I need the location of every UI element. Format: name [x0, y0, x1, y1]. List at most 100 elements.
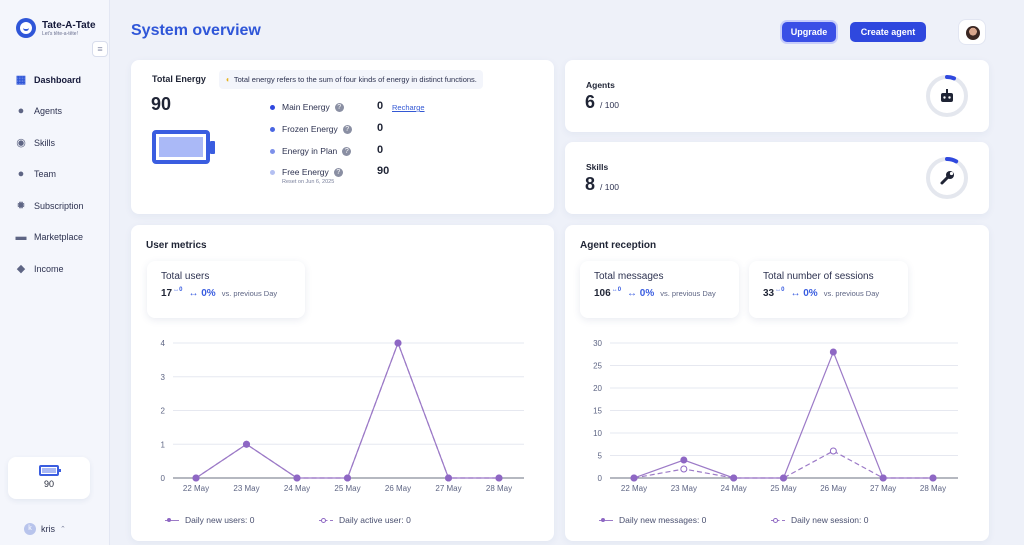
- x-tick-label: 27 May: [435, 484, 461, 493]
- user-icon: ●: [17, 105, 25, 118]
- legend-new-users[interactable]: Daily new users: 0: [165, 515, 254, 525]
- stat-line: 17 ↔0 ↔ 0% vs. previous Day: [161, 287, 305, 299]
- total-sessions-stat: Total number of sessions 33 ↔0 ↔ 0% vs. …: [749, 261, 908, 318]
- data-point: [192, 474, 200, 482]
- data-point: [630, 474, 638, 482]
- skills-card[interactable]: Skills 8 / 100: [565, 142, 989, 214]
- agent-reception-card: Agent reception Total messages 106 ↔0 ↔ …: [565, 225, 989, 541]
- energy-row-label: Main Energy: [282, 102, 330, 112]
- sidebar-item-skills[interactable]: ◉ Skills: [0, 127, 110, 159]
- data-point: [344, 474, 351, 482]
- stat-delta: ↔0: [775, 287, 785, 293]
- data-point: [680, 456, 688, 464]
- legend-new-messages[interactable]: Daily new messages: 0: [599, 515, 706, 525]
- sidebar: Tate-A-Tate Let's tête-a-tête! ≡ ▦ Dashb…: [0, 0, 110, 545]
- sidebar-item-label: Dashboard: [34, 74, 82, 85]
- brand-tagline: Let's tête-a-tête!: [42, 30, 78, 37]
- help-icon[interactable]: ?: [342, 146, 352, 156]
- chevron-up-icon: ⌃: [60, 526, 66, 533]
- sidebar-item-label: Income: [34, 263, 64, 274]
- brand-name: Tate-A-Tate: [42, 19, 96, 31]
- sidebar-item-marketplace[interactable]: ▬ Marketplace: [0, 222, 110, 254]
- data-point: [730, 474, 738, 482]
- y-tick-label: 0: [161, 474, 166, 483]
- energy-row-frozen: Frozen Energy ?: [270, 124, 352, 134]
- x-tick-label: 23 May: [233, 484, 259, 493]
- sidebar-item-team[interactable]: ● Team: [0, 159, 110, 191]
- energy-total: 90: [151, 94, 172, 114]
- help-icon[interactable]: ?: [334, 102, 344, 112]
- help-icon[interactable]: ?: [333, 167, 343, 177]
- total-energy-card: Total Energy 90 ◖ Total energy refers to…: [131, 60, 554, 214]
- agent-reception-chart: 0 5 10 15 20 25 30 22 May 23 May 24 May 25 May 26 M…: [593, 339, 958, 493]
- data-point: [829, 348, 837, 356]
- stat-label: Total users: [161, 271, 210, 282]
- energy-row-value: 0: [377, 122, 384, 134]
- x-tick-label: 22 May: [183, 484, 209, 493]
- legend-new-sessions[interactable]: Daily new session: 0: [771, 515, 868, 525]
- sidebar-item-label: Skills: [34, 137, 56, 148]
- legend-dot: [270, 148, 275, 154]
- team-icon: ●: [17, 168, 25, 181]
- legend-line-icon: [599, 516, 613, 524]
- legend-label: Daily active user: 0: [339, 515, 411, 525]
- x-tick-label: 26 May: [820, 484, 846, 493]
- energy-tip: ◖ Total energy refers to the sum of four…: [219, 70, 483, 89]
- page-title: System overview: [131, 22, 261, 39]
- y-tick-label: 5: [598, 452, 603, 461]
- recharge-link[interactable]: Recharge: [392, 103, 425, 112]
- energy-mini-value: 90: [43, 479, 54, 489]
- data-point: [680, 465, 688, 473]
- skills-progress-ring: [926, 157, 968, 199]
- data-point: [879, 474, 887, 482]
- avatar-image: [966, 26, 980, 40]
- user-name: kris: [41, 524, 55, 534]
- brand[interactable]: Tate-A-Tate Let's tête-a-tête!: [16, 18, 96, 38]
- collapse-sidebar-icon[interactable]: ≡: [92, 41, 108, 57]
- data-point: [829, 447, 837, 455]
- skills-max: / 100: [600, 182, 619, 192]
- x-tick-label: 24 May: [284, 484, 310, 493]
- user-metrics-chart: 0 1 2 3 4 22 May 23 May 24 May 25 May 26 May 27 Ma…: [161, 339, 524, 493]
- data-point: [780, 474, 787, 482]
- user-metrics-card: User metrics Total users 17 ↔0 ↔ 0% vs. …: [131, 225, 554, 541]
- stat-delta: ↔0: [173, 287, 183, 293]
- x-tick-label: 28 May: [486, 484, 512, 493]
- stat-line: 106 ↔0 ↔ 0% vs. previous Day: [594, 287, 739, 299]
- sidebar-item-dashboard[interactable]: ▦ Dashboard: [0, 64, 110, 96]
- sidebar-item-income[interactable]: ◆ Income: [0, 253, 110, 285]
- energy-mini-card[interactable]: 90: [8, 457, 90, 499]
- user-menu[interactable]: k kris ⌃: [24, 523, 66, 535]
- stat-percent: ↔ 0%: [627, 288, 655, 299]
- stat-compare: vs. previous Day: [823, 289, 880, 298]
- x-tick-label: 25 May: [770, 484, 796, 493]
- stat-value: 17: [161, 288, 173, 299]
- agent-reception-title: Agent reception: [580, 240, 657, 251]
- sidebar-item-subscription[interactable]: ✹ Subscription: [0, 190, 110, 222]
- energy-title: Total Energy: [152, 74, 206, 84]
- stat-label: Total number of sessions: [763, 271, 874, 282]
- stat-percent: ↔ 0%: [188, 288, 216, 299]
- legend-active-users[interactable]: Daily active user: 0: [319, 515, 411, 525]
- data-point: [495, 474, 503, 482]
- stat-line: 33 ↔0 ↔ 0% vs. previous Day: [763, 287, 908, 299]
- create-agent-button[interactable]: Create agent: [850, 22, 926, 42]
- legend-dashed-line-icon: [319, 516, 333, 524]
- agents-card[interactable]: Agents 6 / 100: [565, 60, 989, 132]
- stat-compare: vs. previous Day: [660, 289, 716, 298]
- help-icon[interactable]: ?: [342, 124, 352, 134]
- legend-dot: [270, 169, 275, 175]
- upgrade-button[interactable]: Upgrade: [782, 22, 836, 42]
- stat-delta: ↔0: [611, 287, 622, 293]
- agents-label: Agents: [586, 80, 615, 90]
- legend-dashed-line-icon: [771, 516, 785, 524]
- sidebar-item-agents[interactable]: ● Agents: [0, 96, 110, 128]
- energy-row-value: 0: [377, 144, 384, 156]
- skill-icon: ◉: [16, 136, 26, 149]
- profile-avatar[interactable]: [958, 19, 986, 45]
- reset-note: Reset on Jun 6, 2025: [282, 179, 335, 185]
- y-tick-label: 0: [598, 474, 603, 483]
- y-tick-label: 25: [593, 362, 602, 371]
- wrench-icon: [940, 171, 954, 185]
- x-tick-label: 23 May: [671, 484, 697, 493]
